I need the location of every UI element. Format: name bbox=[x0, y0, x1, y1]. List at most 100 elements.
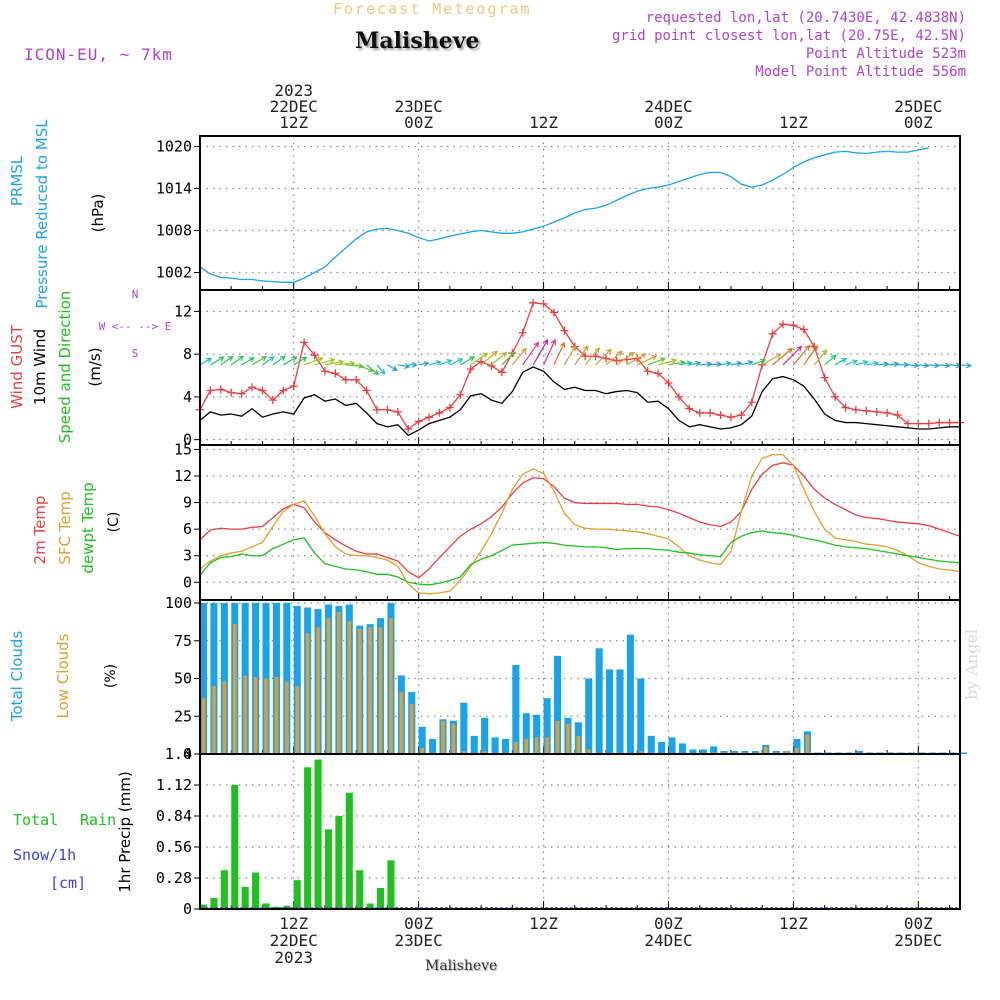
wind-arrow bbox=[918, 362, 930, 369]
bar-low-clouds bbox=[534, 737, 539, 754]
gust-marker bbox=[872, 407, 881, 416]
wind-arrow bbox=[241, 357, 255, 366]
wind-arrow bbox=[584, 347, 600, 366]
bottom-tick-label: 00Z bbox=[404, 914, 433, 933]
top-tick-label: 25DEC bbox=[894, 97, 942, 116]
gust-marker bbox=[549, 308, 558, 317]
bar-rain bbox=[324, 829, 333, 909]
gust-marker bbox=[560, 326, 569, 335]
gust-marker bbox=[935, 418, 944, 427]
wind-arrow bbox=[199, 357, 213, 366]
bar-total-clouds bbox=[200, 603, 208, 754]
wind-arrow bbox=[532, 338, 549, 366]
bar-total-clouds bbox=[960, 752, 968, 754]
wind-speed-dir-label: Speed and Direction bbox=[56, 291, 74, 444]
bar-total-clouds bbox=[470, 735, 478, 754]
wind-arrow bbox=[574, 345, 589, 366]
panel-temperature: 0 3 6 9 12 15 bbox=[174, 440, 961, 601]
temp-sfc-label: SFC Temp bbox=[56, 491, 74, 564]
gust-marker bbox=[456, 390, 465, 399]
wind-label: 10m Wind bbox=[31, 329, 49, 405]
bar-low-clouds bbox=[347, 621, 352, 754]
wind-arrow bbox=[959, 362, 973, 369]
wind-arrow bbox=[949, 362, 962, 369]
gust-marker bbox=[310, 351, 319, 360]
gust-marker bbox=[466, 365, 475, 374]
gust-marker bbox=[654, 369, 663, 378]
gust-marker bbox=[685, 404, 694, 413]
bar-total-clouds bbox=[793, 738, 801, 754]
gust-marker bbox=[779, 320, 788, 329]
y-tick-label: 0 bbox=[183, 745, 192, 763]
gust-marker bbox=[820, 373, 829, 382]
bar-low-clouds bbox=[264, 678, 268, 754]
wind-arrow bbox=[939, 362, 951, 369]
wind-arrow bbox=[439, 359, 453, 366]
panel-wind: 0 4 8 12 bbox=[174, 289, 973, 449]
top-tick-label: 23DEC bbox=[395, 97, 443, 116]
gust-marker bbox=[268, 396, 277, 405]
gust-marker bbox=[851, 405, 860, 414]
y-tick-label: 15 bbox=[174, 440, 192, 458]
bar-rain bbox=[293, 880, 301, 909]
wind-arrow bbox=[282, 356, 298, 366]
bar-low-clouds bbox=[545, 737, 549, 754]
supertitle: Forecast Meteogram bbox=[333, 0, 532, 18]
gust-marker bbox=[747, 398, 756, 407]
bar-low-clouds bbox=[409, 704, 414, 754]
bar-total-clouds bbox=[637, 678, 645, 754]
series-10m-wind bbox=[199, 366, 960, 437]
requested-coords: requested lon,lat (20.7430E, 42.4838N) bbox=[645, 10, 966, 26]
y-tick-label: 1002 bbox=[156, 264, 192, 282]
rain-label: Rain bbox=[80, 811, 116, 829]
wind-arrow bbox=[834, 357, 848, 366]
gust-marker bbox=[612, 356, 621, 365]
gust-marker bbox=[841, 403, 850, 412]
prmsl-label: PRMSL bbox=[8, 155, 26, 206]
bar-total-clouds bbox=[220, 603, 228, 754]
wind-arrow bbox=[845, 359, 859, 366]
bar-total-clouds bbox=[616, 669, 624, 754]
bar-low-clouds bbox=[316, 627, 320, 754]
bar-low-clouds bbox=[201, 698, 206, 754]
wind-arrow bbox=[605, 350, 623, 366]
gust-marker bbox=[425, 413, 434, 422]
wind-units: (m/s) bbox=[86, 347, 104, 386]
wind-arrow bbox=[866, 360, 880, 367]
bar-total-clouds bbox=[595, 648, 603, 754]
gust-marker bbox=[799, 325, 808, 334]
gust-marker bbox=[716, 411, 725, 420]
y-tick-label: 0 bbox=[183, 431, 192, 449]
gust-marker bbox=[248, 383, 257, 392]
wind-arrow bbox=[293, 356, 308, 366]
gust-marker bbox=[643, 367, 652, 376]
bar-total-clouds bbox=[533, 714, 541, 754]
wind-arrow bbox=[678, 360, 693, 367]
bar-low-clouds bbox=[805, 734, 810, 754]
bar-low-clouds bbox=[232, 624, 237, 754]
wind-arrow bbox=[855, 359, 869, 366]
gust-marker bbox=[352, 375, 361, 384]
bar-rain bbox=[241, 886, 249, 909]
wind-arrow bbox=[897, 361, 910, 368]
gust-marker bbox=[758, 360, 767, 369]
y-tick-label: 0 bbox=[183, 900, 192, 918]
bar-rain bbox=[252, 872, 260, 909]
bar-total-clouds bbox=[543, 698, 551, 754]
wind-arrow bbox=[813, 349, 828, 366]
bar-low-clouds bbox=[586, 749, 591, 754]
bottom-tick-label: 2023 bbox=[274, 948, 313, 967]
gust-marker bbox=[289, 382, 298, 391]
gridpoint-coords: grid point closest lon,lat (20.75E, 42.5… bbox=[611, 28, 966, 44]
top-tick-label: 12Z bbox=[529, 113, 558, 132]
gust-marker bbox=[726, 413, 735, 422]
bar-low-clouds bbox=[399, 692, 404, 754]
gust-marker bbox=[695, 408, 704, 417]
gust-marker bbox=[445, 403, 454, 412]
y-tick-label: 9 bbox=[183, 494, 192, 512]
bar-low-clouds bbox=[253, 677, 258, 754]
wind-arrow bbox=[876, 361, 890, 368]
bar-low-clouds bbox=[368, 627, 372, 754]
wind-arrow bbox=[824, 354, 837, 366]
